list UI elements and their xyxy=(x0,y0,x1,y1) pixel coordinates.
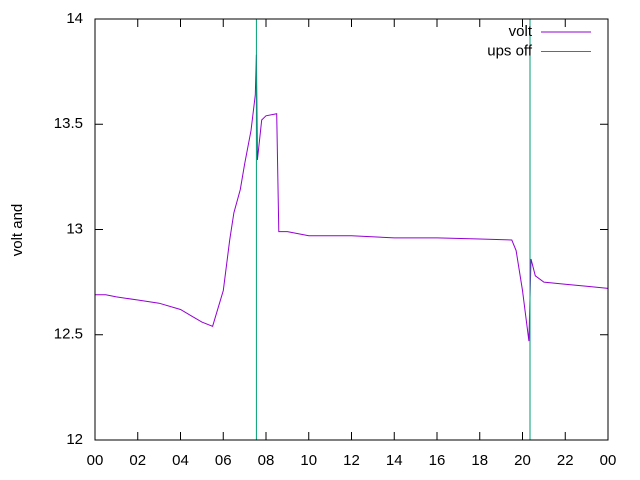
x-tick-label: 14 xyxy=(386,452,403,469)
y-axis-label: volt and xyxy=(9,204,26,257)
x-tick-label: 00 xyxy=(87,452,104,469)
y-tick-label: 13 xyxy=(66,220,83,237)
y-tick-label: 12.5 xyxy=(54,326,83,343)
legend-label: volt xyxy=(509,23,533,40)
x-tick-label: 08 xyxy=(258,452,275,469)
y-tick-label: 13.5 xyxy=(54,115,83,132)
x-tick-label: 16 xyxy=(429,452,446,469)
x-tick-label: 18 xyxy=(471,452,488,469)
series-line xyxy=(95,54,609,342)
y-tick-label: 12 xyxy=(66,431,83,448)
plot-border xyxy=(94,18,609,441)
x-tick-label: 22 xyxy=(557,452,574,469)
x-tick-label: 10 xyxy=(300,452,317,469)
x-tick-label: 02 xyxy=(129,452,146,469)
series-line xyxy=(255,19,531,440)
x-tick-label: 20 xyxy=(514,452,531,469)
x-tick-label: 04 xyxy=(172,452,189,469)
x-tick-label: 12 xyxy=(343,452,360,469)
y-tick-label: 14 xyxy=(66,10,83,27)
x-tick-label: 00 xyxy=(600,452,617,469)
legend-label: ups off xyxy=(487,42,533,59)
x-tick-label: 06 xyxy=(215,452,232,469)
